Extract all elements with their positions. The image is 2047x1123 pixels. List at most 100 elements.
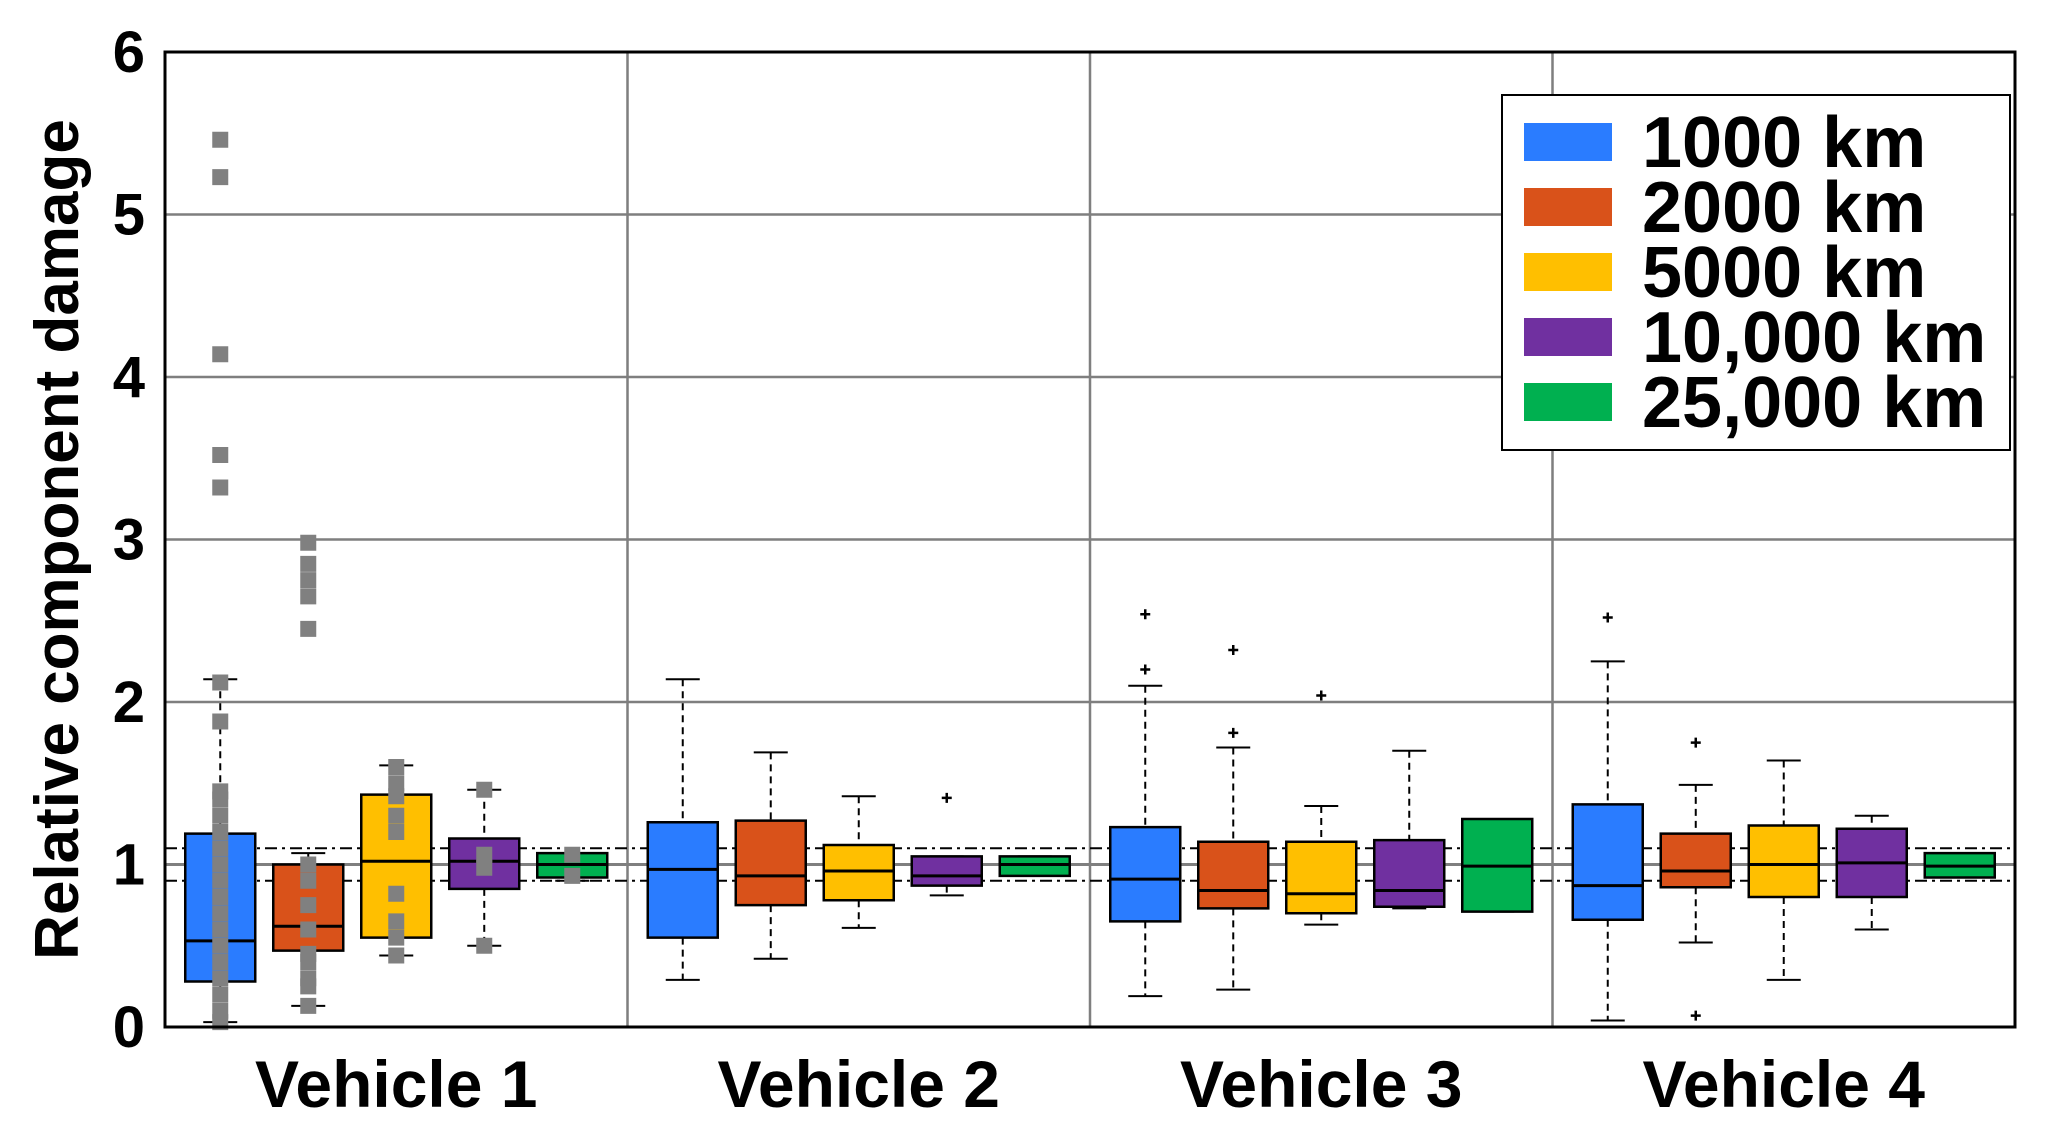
raw-data-point [300,970,317,987]
raw-data-point [212,954,229,970]
legend-label-5: 25,000 km [1642,363,1986,443]
x-category-label-vehicle-4: Vehicle 4 [1642,1047,1925,1121]
raw-data-point [476,846,493,863]
raw-data-point [212,856,229,873]
x-category-label-vehicle-3: Vehicle 3 [1180,1047,1463,1121]
outlier-marker [1690,1010,1701,1021]
x-category-label-vehicle-2: Vehicle 2 [717,1047,1000,1121]
raw-data-point [564,867,581,884]
raw-data-point [388,913,405,930]
box-10000km-vehicle3 [1373,749,1446,910]
raw-data-point [212,840,229,857]
box-iqr [1659,832,1732,889]
raw-data-point [388,929,405,946]
legend-label-3: 5000 km [1642,233,1926,313]
box-5000km-vehicle4 [1747,759,1820,981]
raw-data-point [476,937,493,954]
legend-swatch-1 [1524,123,1612,161]
raw-data-point [212,824,229,840]
outlier-marker [941,792,952,803]
raw-data-point [300,620,317,637]
box-25000km-vehicle2 [998,855,1071,878]
raw-data-point [300,872,317,889]
raw-data-point [212,169,229,186]
raw-data-point [212,346,229,363]
raw-data-point [300,572,317,589]
box-iqr [1373,838,1446,908]
raw-data-point [300,945,317,962]
raw-data-point [212,807,229,824]
x-category-labels: Vehicle 1 Vehicle 2 Vehicle 3 Vehicle 4 [255,1047,1925,1121]
raw-data-point [476,859,493,876]
box-25000km-vehicle3 [1461,817,1534,913]
box-1000km-vehicle3 [1109,609,1182,998]
box-iqr [822,843,895,902]
y-tick-label-6: 6 [113,20,145,85]
raw-data-point [212,447,229,463]
legend-swatch-3 [1524,253,1612,291]
legend-label-2: 2000 km [1642,168,1926,248]
raw-data-point [388,885,405,902]
legend-swatch-2 [1524,188,1612,226]
box-10000km-vehicle2 [910,792,983,897]
y-tick-labels: 0 1 2 3 4 5 6 [113,20,145,1060]
outlier-marker [1140,609,1151,620]
raw-data-point [300,856,317,873]
raw-data-point [300,921,317,938]
raw-data-point [212,986,229,1003]
box-iqr [910,855,983,887]
box-2000km-vehicle4 [1659,737,1732,1021]
box-25000km-vehicle4 [1923,851,1996,879]
y-tick-label-5: 5 [113,183,145,248]
raw-data-point [212,131,229,148]
y-tick-label-3: 3 [113,508,145,573]
box-5000km-vehicle3 [1285,690,1358,926]
x-category-label-vehicle-1: Vehicle 1 [255,1047,538,1121]
raw-data-point [388,807,405,824]
box-2000km-vehicle3 [1197,645,1270,991]
raw-data-point [212,1002,229,1019]
box-iqr [1109,825,1182,923]
box-10000km-vehicle4 [1835,814,1908,931]
box-iqr [998,855,1071,878]
box-iqr [1571,803,1644,921]
box-1000km-vehicle4 [1571,612,1644,1022]
y-tick-label-2: 2 [113,670,145,735]
raw-data-point [388,759,405,775]
y-tick-label-0: 0 [113,995,145,1060]
raw-data-point [212,783,229,800]
raw-data-point [300,997,317,1014]
box-iqr [646,821,719,939]
raw-data-point [300,534,317,551]
box-2000km-vehicle2 [734,751,807,960]
outlier-marker [1316,690,1327,701]
raw-data-point [300,588,317,605]
raw-data-point [212,872,229,889]
raw-data-point [212,889,229,905]
raw-data-point [212,674,229,691]
raw-data-point [388,788,405,805]
raw-data-point [212,905,229,922]
box-iqr [1285,840,1358,915]
outlier-marker [1140,664,1151,675]
raw-data-point [212,713,229,730]
legend-swatch-4 [1524,318,1612,356]
raw-data-point [300,555,317,572]
box-iqr [734,819,807,907]
raw-data-point [476,781,493,798]
raw-data-point [212,970,229,987]
legend-label-4: 10,000 km [1642,298,1986,378]
box-iqr [1747,824,1820,899]
outlier-marker [1602,612,1613,623]
raw-data-point [564,846,581,863]
y-tick-label-4: 4 [113,345,145,410]
raw-data-point [212,921,229,938]
raw-data-point [212,479,229,496]
outlier-marker [1228,727,1239,738]
raw-data-point [388,947,405,964]
plot-frame [163,50,2017,1029]
outlier-marker [1690,737,1701,748]
box-iqr [1197,840,1270,910]
